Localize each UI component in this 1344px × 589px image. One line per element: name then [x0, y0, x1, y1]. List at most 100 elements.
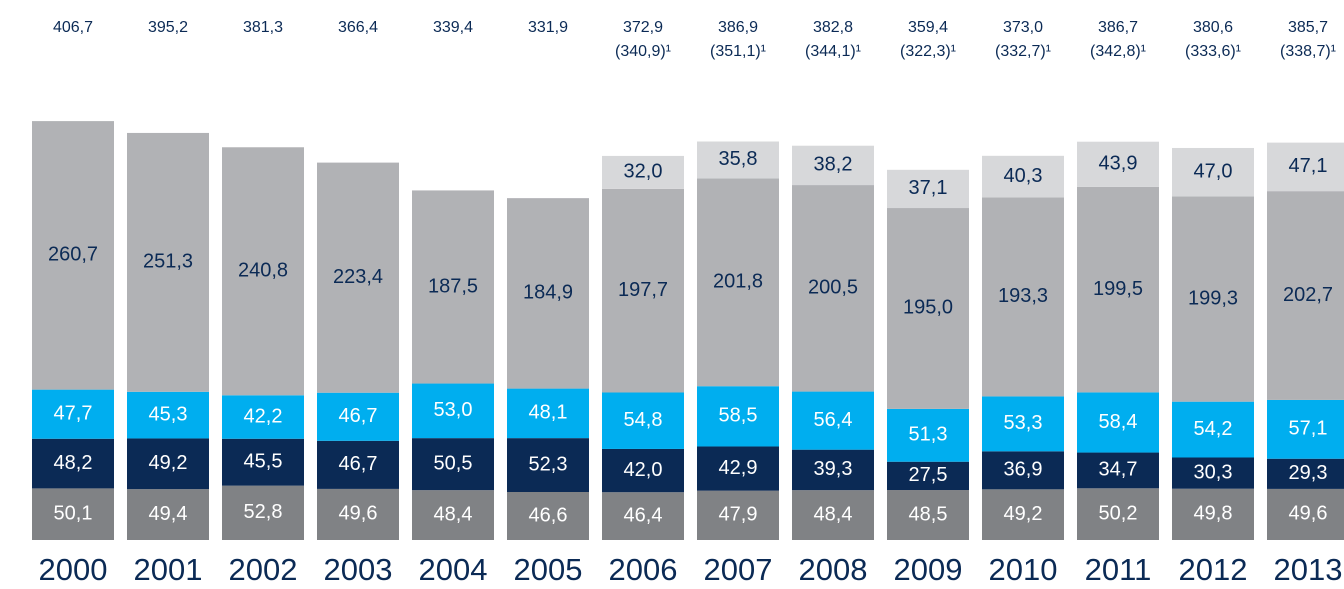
segment-label: 53,3: [1004, 412, 1043, 434]
bar-segment: [412, 438, 494, 491]
segment-label: 49,2: [149, 452, 188, 474]
segment-label: 240,8: [238, 260, 288, 282]
bar-segment: [1077, 186, 1159, 393]
bar-segment: [602, 155, 684, 189]
bar-segment: [1267, 488, 1344, 540]
bar-segment: [32, 389, 114, 439]
segment-label: 49,4: [149, 503, 188, 525]
segment-label: 47,7: [54, 402, 93, 424]
bar-segment: [982, 197, 1064, 397]
segment-label: 251,3: [143, 251, 193, 273]
x-tick-label: 2005: [514, 552, 583, 587]
segment-label: 49,2: [1004, 503, 1043, 525]
bar-segment: [602, 492, 684, 540]
bar-segment: [887, 490, 969, 540]
total-label: 380,6: [1193, 19, 1233, 36]
bar-segment: [1172, 457, 1254, 489]
segment-label: 58,4: [1099, 411, 1138, 433]
bar-segment: [317, 488, 399, 540]
segment-label: 43,9: [1099, 153, 1138, 175]
adjusted-total-label: (338,7)¹: [1280, 43, 1336, 60]
total-label: 382,8: [813, 19, 853, 36]
segment-label: 46,7: [339, 453, 378, 475]
bar-segment: [127, 132, 209, 392]
adjusted-total-label: (340,9)¹: [615, 43, 671, 60]
bar-segment: [507, 492, 589, 540]
bar-segment: [982, 396, 1064, 452]
x-tick-label: 2007: [704, 552, 773, 587]
segment-label: 37,1: [909, 177, 948, 199]
segment-label: 32,0: [624, 161, 663, 183]
x-tick-label: 2008: [799, 552, 868, 587]
bar-segment: [317, 440, 399, 489]
segment-label: 30,3: [1194, 461, 1233, 483]
bar-segment: [222, 395, 304, 439]
total-label: 395,2: [148, 19, 188, 36]
segment-label: 48,4: [434, 503, 473, 525]
adjusted-total-label: (351,1)¹: [710, 43, 766, 60]
bar-segment: [1077, 488, 1159, 540]
segment-label: 29,3: [1289, 462, 1328, 484]
segment-label: 47,0: [1194, 160, 1233, 182]
segment-label: 38,2: [814, 154, 853, 176]
segment-label: 48,5: [909, 503, 948, 525]
bar-segment: [602, 448, 684, 493]
bar-segment: [982, 489, 1064, 540]
segment-label: 39,3: [814, 458, 853, 480]
bar-segment: [222, 485, 304, 540]
segment-label: 36,9: [1004, 459, 1043, 481]
bar-segment: [1077, 392, 1159, 453]
bar-segment: [602, 188, 684, 393]
bar-segment: [887, 169, 969, 209]
adjusted-total-label: (333,6)¹: [1185, 43, 1241, 60]
segment-label: 45,5: [244, 450, 283, 472]
bar-segment: [887, 208, 969, 409]
segment-label: 40,3: [1004, 165, 1043, 187]
bar-segment: [317, 392, 399, 441]
bar-segment: [1172, 147, 1254, 197]
bar-segment: [1267, 142, 1344, 192]
segment-label: 202,7: [1283, 284, 1333, 306]
segment-label: 187,5: [428, 275, 478, 297]
segment-label: 184,9: [523, 282, 573, 304]
x-tick-label: 2000: [39, 552, 108, 587]
segment-label: 42,2: [244, 405, 283, 427]
bar-segment: [32, 438, 114, 489]
x-tick-label: 2011: [1085, 552, 1152, 587]
segment-label: 197,7: [618, 279, 668, 301]
segment-label: 27,5: [909, 464, 948, 486]
total-label: 386,9: [718, 19, 758, 36]
segment-label: 46,7: [339, 405, 378, 427]
adjusted-total-label: (322,3)¹: [900, 43, 956, 60]
bar-segment: [1172, 196, 1254, 402]
bar-segment: [792, 185, 874, 392]
bar-segment: [1267, 399, 1344, 459]
x-tick-label: 2003: [324, 552, 393, 587]
segment-label: 35,8: [719, 148, 758, 170]
bar-segment: [1267, 458, 1344, 489]
segment-label: 52,3: [529, 453, 568, 475]
segment-label: 47,1: [1289, 155, 1328, 177]
x-tick-label: 2009: [894, 552, 963, 587]
bar-segment: [127, 391, 209, 439]
segment-label: 48,1: [529, 402, 568, 424]
segment-label: 50,1: [54, 502, 93, 524]
bar-segment: [887, 461, 969, 491]
bar-segment: [1172, 488, 1254, 540]
bar-segment: [1267, 191, 1344, 400]
total-label: 386,7: [1098, 19, 1138, 36]
bar-segment: [697, 446, 779, 491]
segment-label: 54,8: [624, 409, 663, 431]
segment-label: 199,5: [1093, 278, 1143, 300]
segment-label: 193,3: [998, 285, 1048, 307]
bar-segment: [887, 408, 969, 462]
bar-segment: [507, 198, 589, 389]
segment-label: 47,9: [719, 504, 758, 526]
total-label: 331,9: [528, 19, 568, 36]
segment-label: 200,5: [808, 277, 858, 299]
total-label: 339,4: [433, 19, 473, 36]
segment-label: 49,6: [339, 503, 378, 525]
bar-segment: [222, 438, 304, 486]
segment-label: 46,6: [529, 504, 568, 526]
